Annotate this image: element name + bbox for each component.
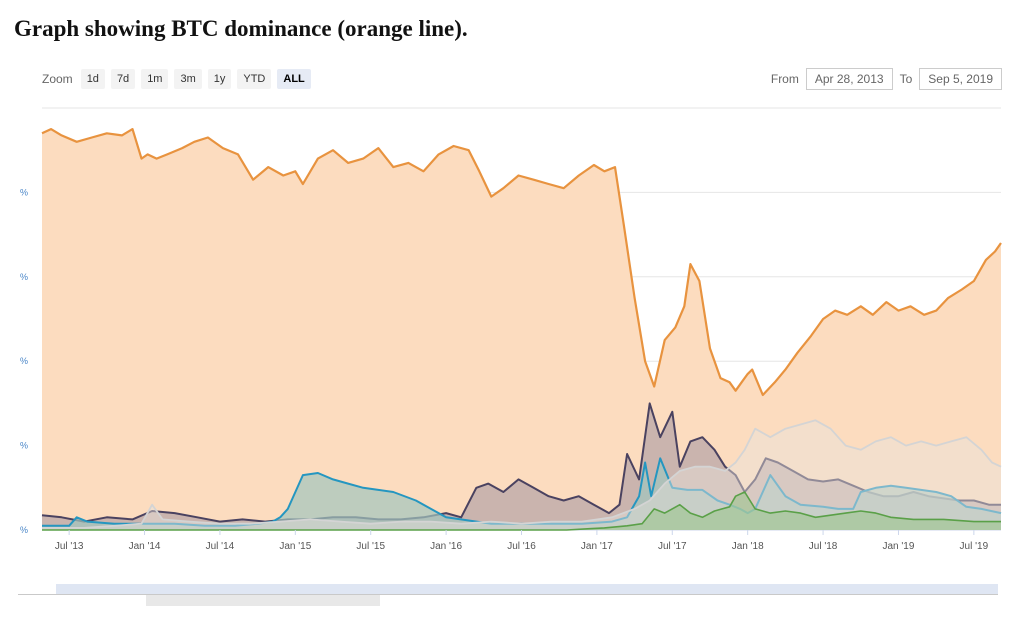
range-navigator[interactable] (18, 584, 998, 606)
from-label: From (770, 72, 799, 86)
x-tick-label-1: Jan '14 (129, 541, 161, 552)
from-date-input[interactable]: Apr 28, 2013 (805, 68, 893, 90)
y-tick-label-4: % (20, 187, 28, 197)
zoom-ytd-button[interactable]: YTD (237, 69, 272, 89)
series-line-btc (41, 128, 1002, 397)
zoom-1m-button[interactable]: 1m (141, 69, 169, 89)
area-btc (42, 129, 1001, 530)
y-tick-label-3: % (20, 272, 28, 282)
dominance-chart: %%%%% Jul '13 Jan '14 Jul '14 Jan '15 Jul '15… (20, 107, 1002, 552)
x-tick-label-4: Jul '15 (356, 541, 385, 552)
zoom-7d-button[interactable]: 7d (110, 69, 136, 89)
date-range-controls: From Apr 28, 2013 To Sep 5, 2019 (764, 68, 1002, 90)
navigator-series (56, 584, 998, 594)
x-tick-label-11: Jan '19 (882, 541, 914, 552)
figure-caption: Graph showing BTC dominance (orange line… (14, 16, 468, 41)
series-line-light (42, 419, 1002, 529)
y-tick-label-1: % (20, 441, 28, 451)
series-line-dark (41, 402, 1001, 523)
zoom-1y-button[interactable]: 1y (207, 69, 232, 89)
navigator-handle[interactable] (146, 594, 380, 606)
zoom-3m-button[interactable]: 3m (174, 69, 202, 89)
area-green (42, 492, 1001, 530)
x-tick-label-7: Jan '17 (581, 541, 613, 552)
y-tick-label-2: % (20, 356, 28, 366)
zoom-all-button[interactable]: ALL (277, 69, 311, 89)
x-tick-label-3: Jan '15 (279, 541, 311, 552)
x-tick-label-6: Jul '16 (507, 541, 536, 552)
zoom-label: Zoom (42, 72, 73, 86)
x-tick-label-10: Jul '18 (809, 541, 838, 552)
series-line-green (42, 491, 1001, 531)
x-tick-label-2: Jul '14 (206, 541, 235, 552)
x-tick-label-12: Jul '19 (960, 541, 989, 552)
navigator-baseline (18, 594, 998, 595)
to-label: To (899, 72, 913, 86)
area-light (42, 420, 1001, 530)
zoom-1d-button[interactable]: 1d (80, 69, 105, 89)
x-tick-label-8: Jul '17 (658, 541, 687, 552)
to-date-input[interactable]: Sep 5, 2019 (919, 68, 1002, 90)
x-tick-label-9: Jan '18 (732, 541, 764, 552)
zoom-controls: Zoom 1d 7d 1m 3m 1y YTD ALL (42, 68, 317, 90)
x-tick-label-0: Jul '13 (55, 541, 84, 552)
y-tick-label-0: % (20, 525, 28, 535)
x-tick-label-5: Jan '16 (430, 541, 462, 552)
